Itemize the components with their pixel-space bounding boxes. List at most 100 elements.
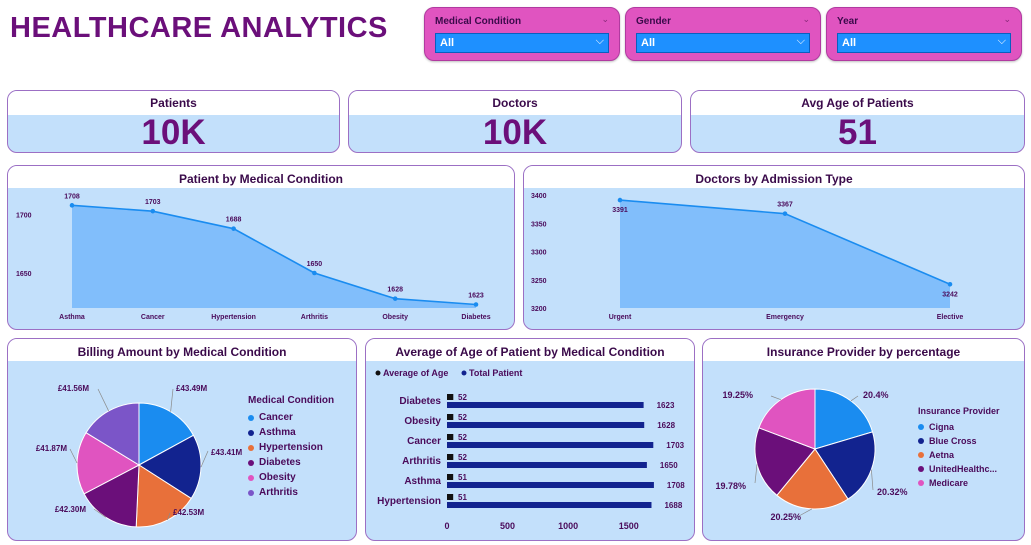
legend-item[interactable]: Cancer [248, 412, 334, 423]
dashboard-title: HEALTHCARE ANALYTICS [10, 12, 388, 44]
legend-dot [248, 414, 254, 421]
legend-item[interactable]: Blue Cross [918, 436, 1000, 446]
legend-label: Hypertension [259, 442, 323, 453]
category-label: Diabetes [399, 396, 441, 407]
bar-avg-age [447, 394, 454, 400]
chevron-down-icon[interactable]: ⌵ [796, 35, 805, 47]
x-tick-label: Cancer [141, 314, 165, 321]
panel-insurance: Insurance Provider by percentage 20.4% 20… [702, 338, 1025, 541]
bar-total-patient [447, 462, 647, 468]
filter-medical-condition[interactable]: Medical Condition ⌄ All ⌵ [424, 7, 620, 61]
slice-label: £43.49M [176, 384, 207, 393]
x-tick-label: Arthritis [301, 314, 328, 321]
y-tick-label: 1700 [16, 213, 32, 220]
filter-value: All [440, 37, 455, 49]
filter-gender[interactable]: Gender ⌄ All ⌵ [625, 7, 821, 61]
x-tick-label: 0 [444, 521, 449, 531]
bar-label: 1708 [667, 481, 685, 490]
filter-label: Year [837, 16, 859, 27]
kpi-value: 10K [141, 113, 206, 152]
legend-item[interactable]: Aetna [918, 450, 1000, 460]
data-label: 1688 [226, 217, 242, 224]
pie-slice [814, 388, 874, 450]
legend-label: Total Patient [469, 368, 522, 378]
x-tick-label: Elective [937, 314, 964, 321]
data-point [947, 281, 953, 287]
legend-dot [375, 370, 381, 376]
data-point [150, 208, 156, 214]
legend-item[interactable]: Cigna [918, 422, 1000, 432]
data-label: 1703 [145, 199, 161, 206]
slice-label: £42.53M [173, 508, 204, 517]
slice-label: 19.78% [715, 481, 746, 491]
legend-title: Insurance Provider [918, 406, 1000, 416]
pie-slice [138, 434, 202, 500]
legend-dot [918, 480, 924, 486]
legend-dot [918, 424, 924, 430]
bar-total-patient [447, 402, 644, 408]
leader-line [69, 448, 78, 464]
bar-label: 1623 [657, 401, 675, 410]
pie-slice [83, 464, 140, 528]
legend-item[interactable]: Asthma [248, 427, 334, 438]
panel-title: Insurance Provider by percentage [703, 339, 1024, 361]
pie-slice [758, 388, 816, 450]
filter-dropdown[interactable]: All ⌵ [435, 33, 609, 53]
legend-label: Aetna [929, 450, 955, 460]
bar-label: 52 [458, 433, 467, 442]
leader-line [770, 395, 782, 400]
bar-total-patient [447, 422, 645, 428]
legend-label: UnitedHealthc... [929, 464, 998, 474]
chevron-down-icon[interactable]: ⌄ [601, 14, 609, 24]
bar-label: 52 [458, 453, 467, 462]
chevron-down-icon[interactable]: ⌵ [997, 35, 1006, 47]
legend-label: Asthma [259, 427, 296, 438]
panel-title: Doctors by Admission Type [524, 166, 1024, 188]
legend-item[interactable]: Obesity [248, 472, 334, 483]
data-label: 3391 [612, 207, 628, 214]
filter-year[interactable]: Year ⌄ All ⌵ [826, 7, 1022, 61]
leader-line [97, 388, 109, 412]
kpi-value: 10K [482, 113, 548, 152]
chevron-down-icon[interactable]: ⌄ [802, 14, 810, 24]
filter-dropdown[interactable]: All ⌵ [837, 33, 1011, 53]
slice-label: £43.41M [211, 448, 242, 457]
patient-area-chart: 1650 1700 1708 Asthma 1703 Cancer 1688 Hyperten… [16, 193, 491, 321]
bar-label: 51 [458, 473, 467, 482]
legend-label: Arthritis [259, 487, 298, 498]
kpi-card-avg-age: Avg Age of Patients 51 [690, 90, 1025, 153]
legend-dot [918, 466, 924, 472]
legend-item[interactable]: Diabetes [248, 457, 334, 468]
bar-label: 1703 [666, 441, 684, 450]
billing-pie-chart: £43.49M £43.41M £42.53M £42.30M £41.87M £41.5… [36, 384, 242, 528]
data-label: 1708 [64, 193, 80, 200]
slice-label: £42.30M [55, 505, 86, 514]
slice-label: £41.56M [58, 384, 89, 393]
legend-item[interactable]: Arthritis [248, 487, 334, 498]
slice-label: 19.25% [722, 390, 753, 400]
kpi-card-doctors: Doctors 10K [348, 90, 682, 153]
bar-avg-age [447, 454, 454, 460]
legend-dot [248, 459, 254, 466]
legend-item[interactable]: UnitedHealthc... [918, 464, 1000, 474]
legend-item[interactable]: Hypertension [248, 442, 334, 453]
panel-title: Billing Amount by Medical Condition [8, 339, 356, 361]
bar-label: 51 [458, 493, 467, 502]
category-label: Asthma [404, 476, 441, 487]
slice-label: 20.32% [877, 487, 908, 497]
legend-dot [248, 489, 254, 496]
insurance-pie-chart: 20.4% 20.32% 20.25% 19.78% 19.25% [715, 388, 908, 522]
x-tick-label: Emergency [766, 314, 804, 321]
legend-dot [248, 429, 254, 436]
kpi-label: Doctors [349, 91, 681, 115]
chevron-down-icon[interactable]: ⌵ [595, 35, 604, 47]
data-label: 1628 [387, 287, 403, 294]
slice-label: £41.87M [36, 444, 67, 453]
chevron-down-icon[interactable]: ⌄ [1003, 14, 1011, 24]
leader-line [754, 464, 758, 484]
legend-item[interactable]: Medicare [918, 478, 1000, 488]
legend-dot [248, 444, 254, 451]
data-point [392, 296, 398, 301]
kpi-card-patients: Patients 10K [7, 90, 340, 153]
filter-dropdown[interactable]: All ⌵ [636, 33, 810, 53]
